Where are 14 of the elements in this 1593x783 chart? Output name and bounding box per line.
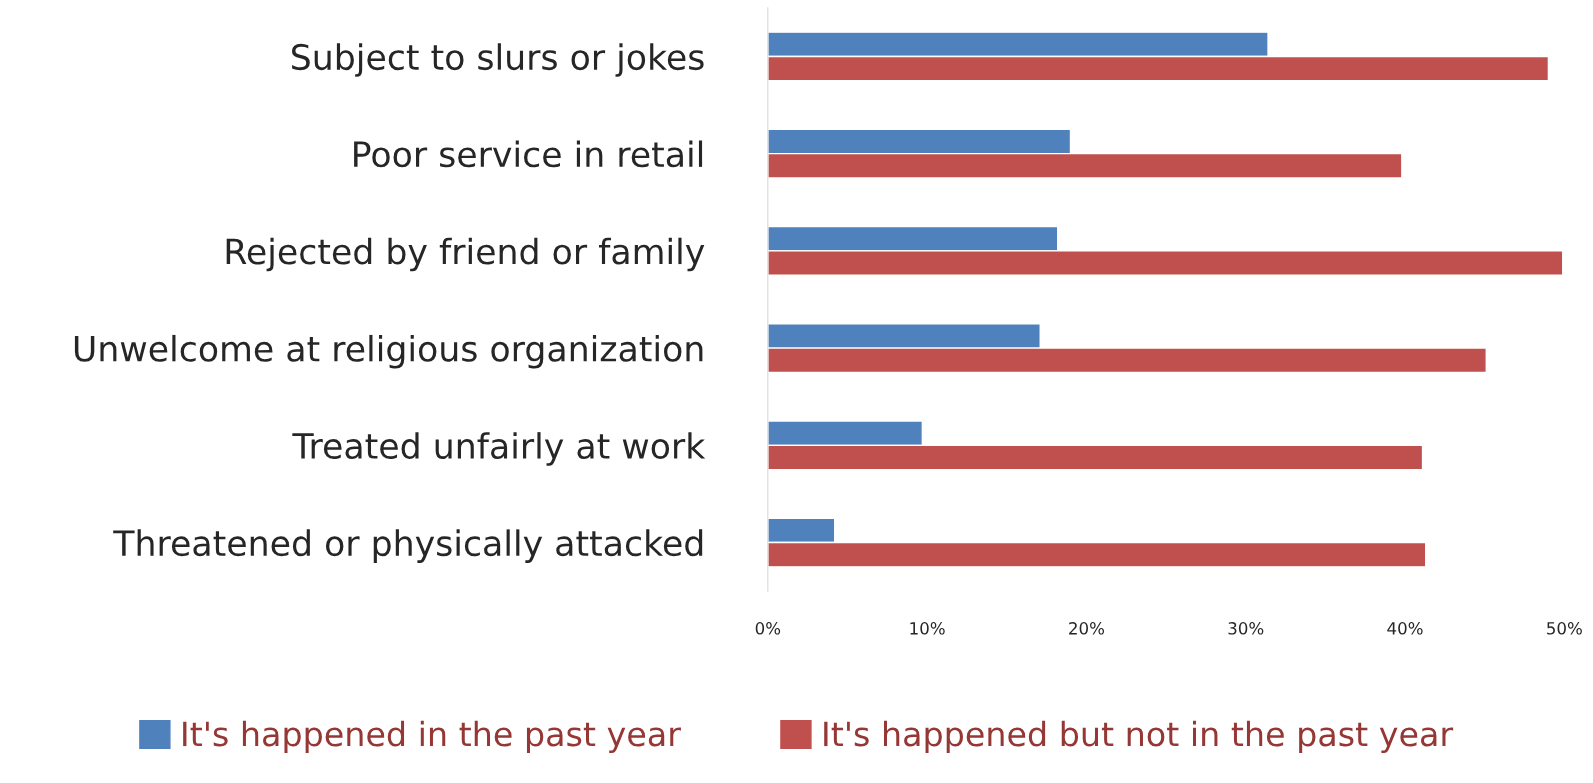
x-tick-label: 30% bbox=[1228, 622, 1264, 635]
y-tick-label: Subject to slurs or jokes bbox=[292, 43, 704, 77]
x-tick-label: 10% bbox=[910, 622, 945, 635]
legend-label: It's happened in the past year bbox=[183, 720, 681, 753]
y-tick-label: Poor service in retail bbox=[354, 140, 703, 168]
y-tick-label: Rejected by friend or family bbox=[226, 237, 705, 272]
x-tick-label: 50% bbox=[1547, 622, 1582, 635]
y-tick-label: Unwelcome at religious organization bbox=[74, 334, 703, 369]
x-tick-label: 40% bbox=[1387, 622, 1423, 635]
y-tick-label: Threatened or physically attacked bbox=[113, 529, 703, 563]
legend-label: It's happened but not in the past year bbox=[824, 720, 1454, 753]
y-tick-label: Treated unfairly at work bbox=[292, 432, 706, 466]
x-tick-label: 20% bbox=[1069, 622, 1105, 635]
x-tick-label: 0% bbox=[755, 622, 781, 635]
